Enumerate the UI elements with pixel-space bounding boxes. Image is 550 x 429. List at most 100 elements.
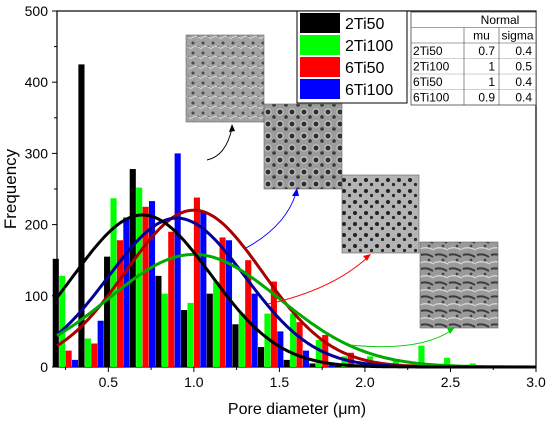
x-tick-label-0: 0.5 (99, 374, 119, 390)
bars-layer (52, 64, 476, 368)
fit-table-title: Normal (481, 13, 520, 27)
sem-image-6ti100 (419, 241, 499, 329)
bar-6ti100-10 (328, 363, 335, 367)
bar-6ti100-5 (200, 212, 207, 367)
fit-table-cell-1-1: 1 (488, 60, 495, 74)
fit-parameter-table: Normal mu sigma 2Ti50 0.7 0.4 2Ti100 1 0.5 6Ti50 1… (410, 11, 537, 106)
x-axis: 0.5 1.0 1.5 2.0 2.5 3.0 (65, 367, 546, 390)
x-tick-label-5: 3.0 (526, 374, 546, 390)
legend-label-6ti50: 6Ti50 (345, 60, 385, 77)
bar-6ti100-2 (123, 217, 130, 367)
bar-6ti50-2 (116, 240, 123, 367)
y-tick-label-0: 0 (40, 359, 48, 375)
sem-image-2ti100 (263, 103, 343, 190)
bar-2ti50-5 (181, 310, 188, 367)
y-tick-label-5: 500 (25, 3, 49, 19)
bar-6ti50-7 (245, 260, 252, 367)
bar-2ti100-6 (213, 281, 220, 367)
fit-table-cell-1-0: 2Ti100 (413, 60, 450, 74)
bar-2ti50-11 (334, 365, 342, 367)
bar-2ti50-8 (258, 347, 265, 367)
legend-label-2ti100: 2Ti100 (345, 38, 393, 55)
arrow-6ti50 (267, 256, 369, 305)
legend-swatch-6ti100 (300, 79, 340, 99)
bar-2ti100-10 (315, 339, 322, 367)
legend-swatch-6ti50 (300, 57, 340, 77)
y-tick-label-1: 100 (25, 288, 49, 304)
bar-2ti100-2 (110, 198, 117, 367)
fit-table-cell-2-0: 6Ti50 (413, 75, 443, 89)
fit-table-cell-2-1: 1 (488, 75, 495, 89)
sem-image-2ti50 (185, 34, 265, 123)
bar-6ti50-9 (296, 322, 303, 367)
bar-6ti100-3 (148, 201, 156, 367)
bar-2ti50-0 (52, 258, 59, 367)
sem-insets (185, 34, 499, 348)
bar-2ti100-7 (238, 313, 245, 367)
bar-6ti50-10 (322, 334, 329, 367)
bar-6ti100-1 (97, 320, 104, 367)
bar-2ti100-14 (418, 345, 425, 367)
sem-image-6ti50 (341, 174, 420, 254)
bar-6ti50-6 (219, 237, 226, 367)
arrow-2ti100 (349, 329, 453, 348)
fit-table-cell-3-0: 6Ti100 (413, 91, 450, 105)
bar-2ti100-13 (392, 359, 399, 367)
bar-6ti100-6 (225, 240, 233, 367)
y-axis-label: Frequency (1, 148, 20, 229)
x-tick-label-3: 2.0 (355, 374, 375, 390)
y-tick-label-2: 200 (25, 217, 49, 233)
legend-swatch-2ti100 (300, 35, 340, 55)
bar-2ti100-3 (136, 187, 143, 367)
legend-label-2ti50: 2Ti50 (345, 16, 385, 33)
fit-table-cell-3-1: 0.9 (478, 91, 495, 105)
bar-6ti50-8 (270, 281, 277, 367)
bar-6ti50-4 (168, 231, 175, 367)
bar-2ti50-6 (206, 293, 213, 367)
legend-swatch-2ti50 (300, 13, 340, 33)
bar-2ti50-2 (104, 256, 111, 367)
fit-table-cell-2-2: 0.4 (515, 75, 532, 89)
arrow-2ti50 (206, 127, 233, 161)
bar-2ti100-9 (290, 313, 297, 367)
fit-table-cell-0-0: 2Ti50 (413, 44, 443, 58)
bar-6ti50-1 (91, 343, 98, 367)
y-axis: 0 100 200 300 400 500 (25, 3, 57, 375)
bar-2ti100-0 (59, 275, 66, 367)
fit-table-cell-3-2: 0.4 (515, 91, 532, 105)
bar-2ti50-10 (309, 363, 316, 367)
y-tick-label-4: 400 (25, 74, 49, 90)
arrow-6ti50-head (363, 254, 371, 261)
fit-table-cell-0-1: 0.7 (478, 44, 495, 58)
bar-2ti100-5 (187, 302, 194, 367)
bar-2ti100-15 (444, 357, 451, 367)
bar-2ti50-1 (78, 64, 85, 368)
bar-6ti100-8 (277, 331, 284, 367)
bar-2ti50-9 (283, 359, 290, 367)
bar-2ti100-8 (264, 313, 271, 367)
x-axis-label: Pore diameter (μm) (228, 401, 366, 418)
arrow-6ti100-head (292, 188, 299, 196)
arrow-2ti100-head (447, 327, 455, 334)
legend: 2Ti50 2Ti100 6Ti50 6Ti100 (296, 10, 408, 104)
legend-label-6ti100: 6Ti100 (345, 82, 393, 99)
bar-2ti100-4 (161, 293, 168, 367)
bar-2ti100-11 (341, 356, 348, 367)
bar-2ti50-4 (155, 275, 162, 367)
y-tick-label-3: 300 (25, 145, 49, 161)
bar-6ti100-7 (251, 293, 258, 367)
bar-6ti100-4 (174, 153, 181, 367)
bar-6ti100-0 (71, 359, 79, 367)
arrow-6ti100 (245, 192, 297, 249)
bar-6ti50-0 (65, 350, 72, 367)
x-tick-label-2: 1.5 (270, 374, 290, 390)
fit-table-cell-0-2: 0.4 (515, 44, 532, 58)
fit-curve-2ti50 (55, 213, 536, 369)
arrow-2ti50-head (229, 124, 235, 132)
bar-6ti50-3 (142, 206, 149, 367)
bar-2ti100-1 (84, 338, 91, 367)
bar-2ti50-3 (129, 169, 136, 367)
fit-table-header-mu: mu (473, 29, 490, 43)
